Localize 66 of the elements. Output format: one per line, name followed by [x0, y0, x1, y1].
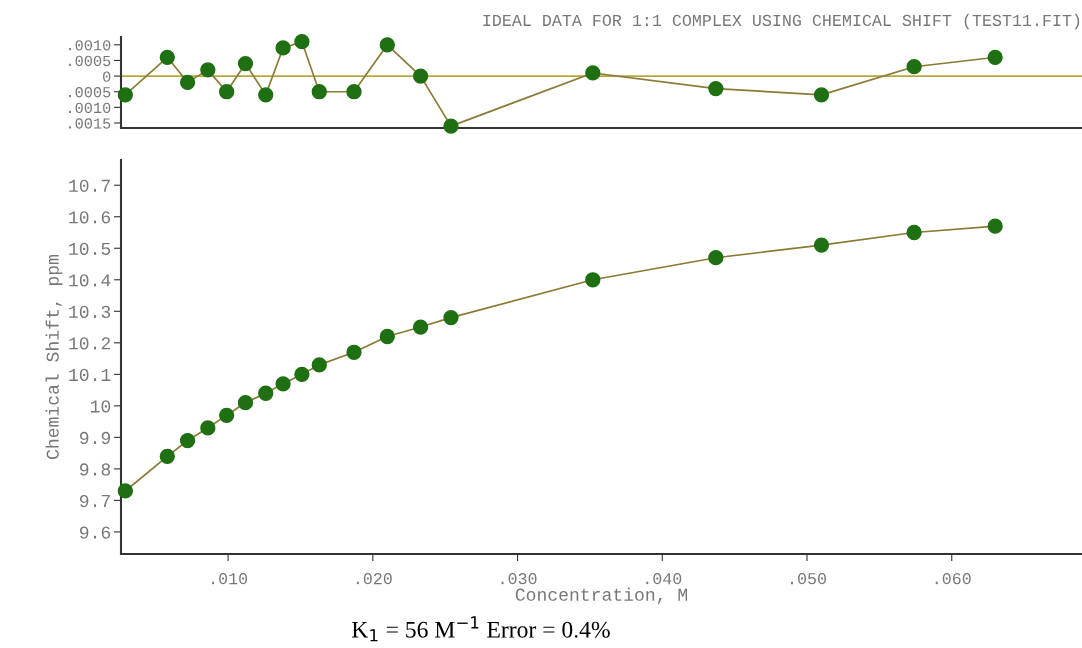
y-tick-label: 10.4 [69, 274, 111, 287]
point [117, 87, 133, 103]
point [906, 224, 922, 241]
point [346, 84, 362, 100]
point [585, 272, 601, 288]
point [813, 237, 830, 253]
y-tick-label: 9.6 [80, 526, 111, 539]
y-tick-label: 0 [103, 71, 111, 82]
y-tick-label: 10.1 [69, 368, 111, 382]
x-tick-label: .060 [935, 572, 971, 585]
point [987, 49, 1003, 65]
point [117, 483, 133, 499]
y-tick-label: .0010 [69, 102, 111, 114]
point [159, 448, 175, 464]
x-tick-label: .010 [212, 572, 248, 585]
text: K$_{1}$ = 56 M$^{−1}$ Error = 0.4% [351, 616, 610, 642]
point [237, 55, 254, 72]
y-tick-label: 10.7 [69, 179, 110, 192]
point [294, 34, 310, 50]
point [346, 344, 362, 360]
point [708, 250, 724, 266]
point [813, 87, 830, 103]
point [258, 87, 274, 103]
point [294, 366, 310, 382]
point [237, 395, 254, 411]
y-tick-label: 9.7 [80, 494, 110, 508]
point [200, 420, 216, 436]
point [159, 49, 175, 65]
x-tick-label: .020 [356, 572, 392, 585]
point [275, 376, 291, 392]
chart-title: IDEAL DATA FOR 1:1 COMPLEX USING CHEMICAL SHIFT (TEST11.FIT) [483, 13, 1080, 30]
y-tick-label: 10 [90, 400, 111, 413]
point [379, 37, 395, 53]
x-tick-label: .050 [791, 572, 826, 585]
y-tick-label: .0005 [69, 55, 111, 67]
y-tick-label: 10.3 [69, 305, 111, 319]
point [275, 40, 291, 56]
y-tick-label: .0005 [69, 87, 111, 98]
point [311, 357, 327, 373]
y-tick-label: .0015 [69, 118, 111, 129]
x-tick-label: .040 [646, 572, 682, 585]
point [987, 218, 1003, 234]
point [219, 407, 235, 423]
point [311, 84, 327, 100]
y-axis-title: Chemical Shift, ppm [45, 255, 63, 459]
point [708, 80, 724, 97]
point [412, 319, 429, 335]
x-tick-label: .030 [501, 572, 537, 585]
y-tick-label: 10.6 [69, 211, 111, 224]
point [585, 65, 601, 81]
point [200, 62, 216, 78]
y-tick-label: .0010 [69, 40, 111, 51]
point [379, 328, 395, 345]
point [258, 385, 274, 401]
point [219, 84, 235, 100]
y-tick-label: 9.8 [80, 463, 111, 476]
point [179, 74, 196, 90]
point [443, 118, 459, 134]
point [443, 309, 459, 326]
point [179, 432, 196, 449]
point [906, 59, 922, 75]
y-tick-label: 10.5 [69, 242, 111, 255]
point [412, 68, 429, 84]
y-tick-label: 9.9 [80, 431, 111, 445]
y-tick-label: 10.2 [69, 337, 110, 350]
x-axis-title: Concentration, M [515, 587, 688, 604]
